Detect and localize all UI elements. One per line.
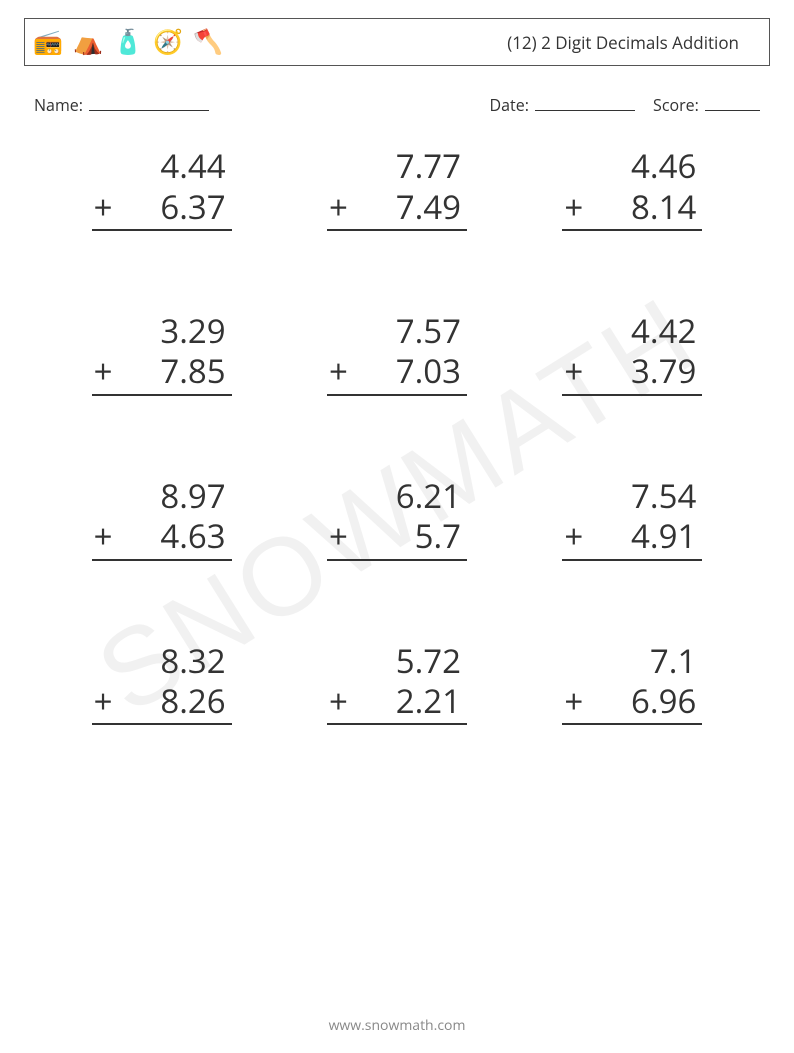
addend: 6.37 — [160, 184, 225, 229]
problem-4: 3.29+7.85 — [92, 311, 232, 396]
operator: + — [92, 680, 113, 721]
tent-icon: ⛺ — [73, 27, 103, 57]
score-label: Score: — [653, 94, 699, 116]
problem-top: 4.42 — [562, 311, 702, 351]
problem-7: 8.97+4.63 — [92, 476, 232, 561]
problem-bottom: +7.85 — [92, 350, 232, 395]
problem-1: 4.44+6.37 — [92, 146, 232, 231]
problem-10: 8.32+8.26 — [92, 641, 232, 726]
problem-bottom: +8.14 — [562, 186, 702, 231]
axe-icon: 🪓 — [193, 27, 223, 57]
addend: 3.79 — [631, 348, 696, 393]
problem-bottom: +6.37 — [92, 186, 232, 231]
header-container: 📻 ⛺ 🧴 🧭 🪓 (12) 2 Digit Decimals Addition — [24, 18, 770, 66]
addend: 4.63 — [160, 513, 225, 558]
operator: + — [562, 515, 583, 556]
problem-12: 7.1+6.96 — [562, 641, 702, 726]
problem-bottom: +6.96 — [562, 680, 702, 725]
problem-bottom: +3.79 — [562, 350, 702, 395]
meta-row: Name: Date: Score: — [24, 94, 770, 116]
problem-top: 5.72 — [327, 641, 467, 681]
worksheet-title: (12) 2 Digit Decimals Addition — [507, 31, 739, 54]
problem-top: 8.32 — [92, 641, 232, 681]
date-blank[interactable] — [535, 95, 635, 111]
addend: 5.7 — [415, 513, 461, 558]
problem-bottom: +4.91 — [562, 515, 702, 560]
problem-3: 4.46+8.14 — [562, 146, 702, 231]
problem-top: 7.77 — [327, 146, 467, 186]
footer-text: www.snowmath.com — [0, 1016, 794, 1035]
problem-6: 4.42+3.79 — [562, 311, 702, 396]
problem-bottom: +5.7 — [327, 515, 467, 560]
problem-top: 7.57 — [327, 311, 467, 351]
operator: + — [562, 680, 583, 721]
operator: + — [562, 186, 583, 227]
compass-icon: 🧭 — [153, 27, 183, 57]
addend: 8.14 — [631, 184, 696, 229]
problem-top: 6.21 — [327, 476, 467, 516]
problem-8: 6.21+5.7 — [327, 476, 467, 561]
problem-bottom: +7.49 — [327, 186, 467, 231]
operator: + — [92, 515, 113, 556]
problem-2: 7.77+7.49 — [327, 146, 467, 231]
name-label: Name: — [34, 94, 83, 116]
operator: + — [327, 186, 348, 227]
problem-top: 4.44 — [92, 146, 232, 186]
addend: 7.85 — [160, 348, 225, 393]
operator: + — [327, 515, 348, 556]
problem-5: 7.57+7.03 — [327, 311, 467, 396]
addend: 8.26 — [160, 678, 225, 723]
operator: + — [562, 350, 583, 391]
date-label: Date: — [490, 94, 529, 116]
problem-top: 7.54 — [562, 476, 702, 516]
problem-bottom: +2.21 — [327, 680, 467, 725]
operator: + — [327, 350, 348, 391]
problem-top: 8.97 — [92, 476, 232, 516]
problem-top: 4.46 — [562, 146, 702, 186]
addend: 6.96 — [631, 678, 696, 723]
addend: 4.91 — [631, 513, 696, 558]
problem-bottom: +8.26 — [92, 680, 232, 725]
problem-9: 7.54+4.91 — [562, 476, 702, 561]
addend: 7.03 — [396, 348, 461, 393]
problem-bottom: +7.03 — [327, 350, 467, 395]
operator: + — [327, 680, 348, 721]
name-blank[interactable] — [89, 95, 209, 111]
water-bottle-icon: 🧴 — [113, 27, 143, 57]
boombox-icon: 📻 — [33, 27, 63, 57]
score-blank[interactable] — [705, 95, 760, 111]
operator: + — [92, 350, 113, 391]
addend: 7.49 — [396, 184, 461, 229]
problem-11: 5.72+2.21 — [327, 641, 467, 726]
problem-top: 7.1 — [562, 641, 702, 681]
header-icons: 📻 ⛺ 🧴 🧭 🪓 — [33, 27, 223, 57]
addend: 2.21 — [396, 678, 461, 723]
problem-top: 3.29 — [92, 311, 232, 351]
operator: + — [92, 186, 113, 227]
problem-bottom: +4.63 — [92, 515, 232, 560]
problems-grid: 4.44+6.377.77+7.494.46+8.143.29+7.857.57… — [24, 146, 770, 725]
